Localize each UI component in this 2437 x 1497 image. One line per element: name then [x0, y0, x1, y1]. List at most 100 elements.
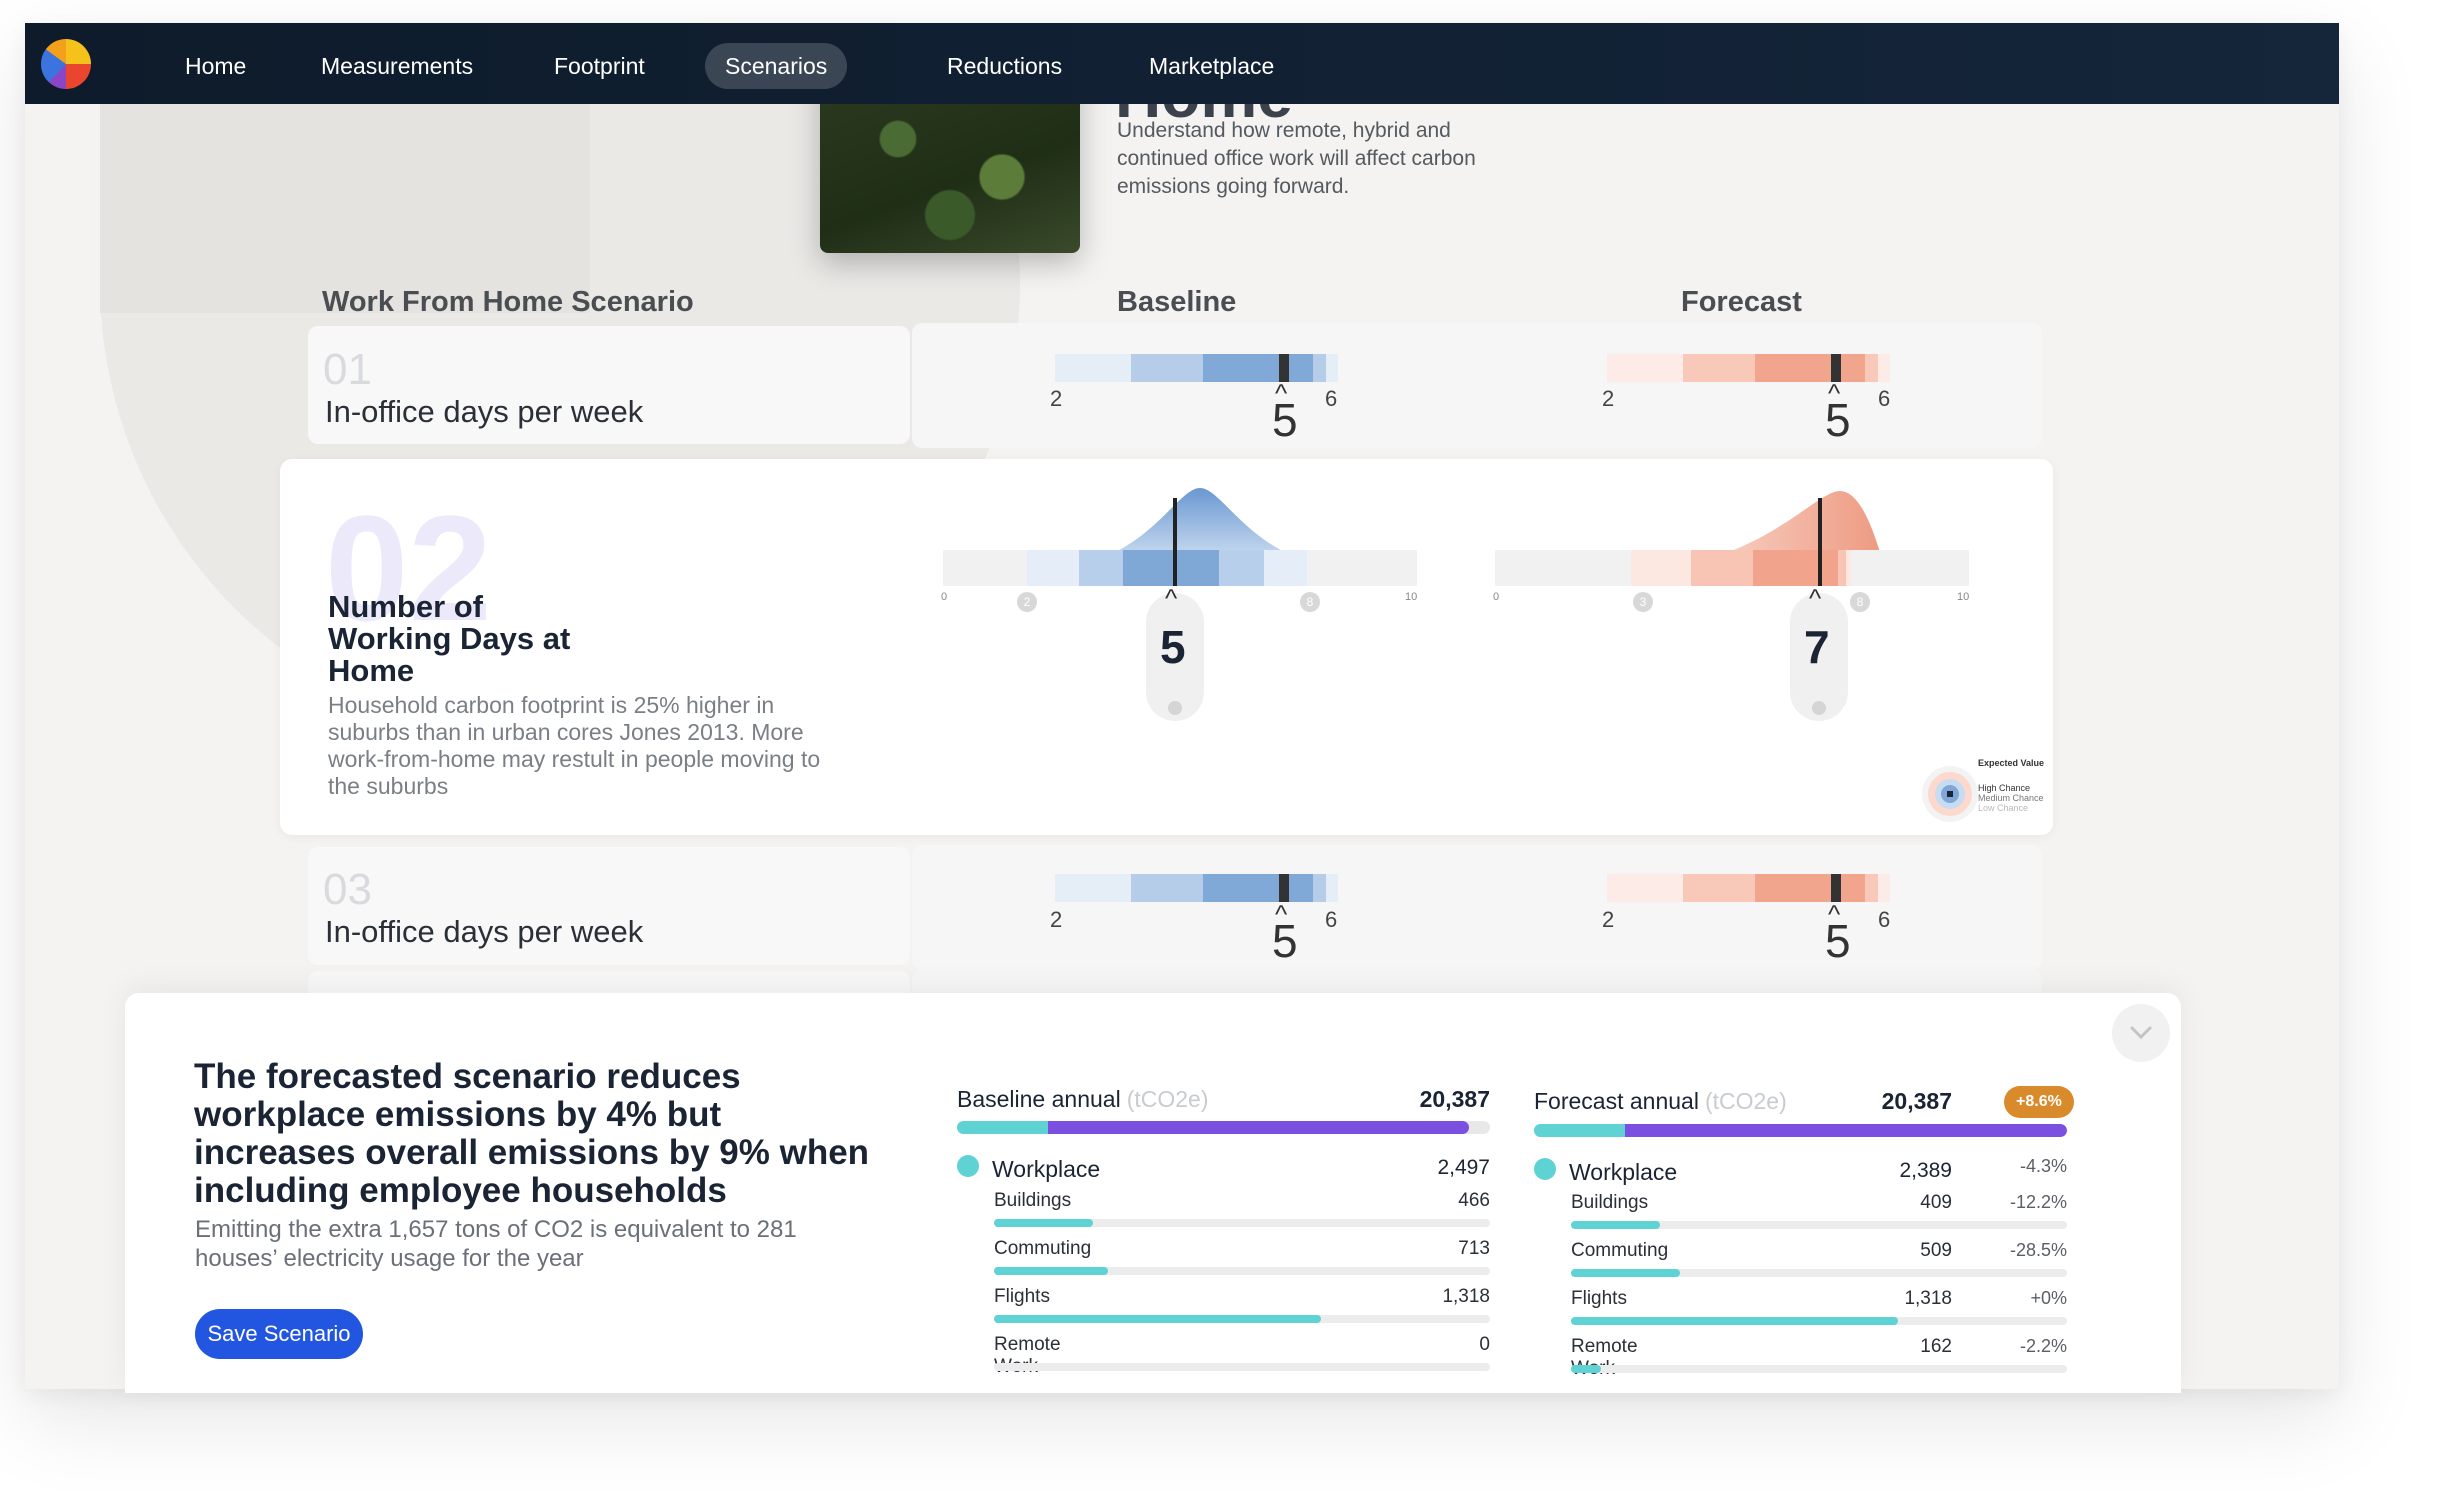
breakdown-fill [1571, 1221, 1661, 1229]
forecast-annual-total: 20,387 [1881, 1088, 1952, 1114]
row-number: 03 [323, 865, 372, 914]
baseline-range-bar[interactable] [1055, 874, 1338, 902]
breakdown-delta: -12.2% [2009, 1192, 2067, 1212]
page-description: Understand how remote, hybrid and contin… [1117, 119, 1476, 198]
baseline-total-bar [957, 1121, 1490, 1134]
caret-up-icon: ^ [1828, 899, 1841, 929]
forecast-range-bar[interactable] [1607, 354, 1890, 382]
workplace-value: 2,389 [1899, 1159, 1952, 1182]
breakdown-bar [994, 1219, 1490, 1227]
household-share-bar [1624, 1124, 2067, 1137]
scenario-row-values [912, 845, 2042, 970]
forecast-annual-title: Forecast annual [1534, 1088, 1699, 1114]
chevron-down-icon [2130, 1026, 2152, 1040]
breakdown-value: 466 [1458, 1190, 1490, 1211]
forecast-value: 5 [1825, 915, 1851, 967]
slider-handle-dot [1168, 701, 1182, 715]
baseline-min: 2 [1050, 907, 1063, 932]
workplace-value: 2,497 [1437, 1156, 1490, 1179]
breakdown-label: Remote Work [1571, 1336, 1638, 1379]
nav-measurements[interactable]: Measurements [321, 53, 474, 79]
forecast-expected-marker [1831, 354, 1841, 382]
breakdown-fill [1571, 1365, 1601, 1373]
summary-panel [125, 993, 2181, 1393]
caret-up-icon: ^ [1828, 378, 1841, 408]
baseline-range-bar[interactable] [1055, 354, 1338, 382]
breakdown-delta: -28.5% [2009, 1240, 2067, 1260]
scenario-row-card[interactable] [308, 326, 910, 444]
baseline-featured-value: 5 [1160, 621, 1186, 673]
breakdown-bar [994, 1267, 1490, 1275]
forecast-column-header: Forecast [1681, 286, 1802, 318]
breakdown-bar [1571, 1221, 2067, 1229]
legend-low: Low Chance [1978, 803, 2029, 813]
breakdown-value: 162 [1920, 1336, 1952, 1357]
featured-number: 02 [325, 484, 492, 652]
caret-up-icon: ^ [1165, 583, 1178, 613]
breakdown-delta: -2.2% [2019, 1336, 2067, 1356]
breakdown-label: Flights [1571, 1288, 1627, 1309]
breakdown-label: Commuting [1571, 1240, 1669, 1261]
caret-up-icon: ^ [1809, 583, 1822, 613]
forecast-value-slider[interactable] [1790, 593, 1848, 721]
forecast-featured-value: 7 [1804, 621, 1830, 673]
nav-footprint[interactable]: Footprint [554, 53, 645, 79]
baseline-distribution-track[interactable] [943, 550, 1417, 586]
workplace-dot-icon [1534, 1158, 1556, 1180]
baseline-high-handle[interactable]: 8 [1300, 592, 1320, 612]
scenario-row-values [912, 323, 2042, 448]
breakdown-value: 409 [1920, 1192, 1952, 1213]
forecast-max: 6 [1878, 907, 1891, 932]
baseline-low-handle[interactable]: 2 [1017, 592, 1037, 612]
breakdown-fill [1571, 1317, 1899, 1325]
nav-home[interactable]: Home [185, 53, 247, 79]
slider-handle-dot [1812, 701, 1826, 715]
household-share-bar [1047, 1121, 1469, 1134]
baseline-distribution-curve [1045, 488, 1345, 568]
baseline-expected-marker [1279, 874, 1289, 902]
legend-rings-icon [1922, 766, 1978, 822]
workplace-label: Workplace [1569, 1159, 1678, 1185]
baseline-annual-header: Baseline annual (tCO2e) [957, 1086, 1208, 1113]
scenario-column-header: Work From Home Scenario [322, 286, 694, 318]
nav-scenarios[interactable]: Scenarios [705, 43, 848, 89]
save-scenario-button[interactable]: Save Scenario [195, 1309, 363, 1359]
scenario-row-card[interactable] [308, 847, 910, 965]
summary-headline: The forecasted scenario reduces workplac… [194, 1057, 870, 1210]
breakdown-fill [994, 1219, 1094, 1227]
top-nav: Home Measurements Footprint Scenarios Re… [25, 23, 2339, 104]
chance-legend: Expected Value High Chance Medium Chance… [1920, 758, 2050, 828]
breakdown-bar [1571, 1365, 2067, 1373]
baseline-value: 5 [1272, 394, 1298, 446]
forecast-min: 2 [1602, 386, 1615, 411]
forecast-range-bar[interactable] [1607, 874, 1890, 902]
baseline-expected-marker [1279, 354, 1289, 382]
featured-title: Number of Working Days at Home [328, 589, 571, 688]
forecast-high-handle[interactable]: 8 [1850, 592, 1870, 612]
logo-icon[interactable] [41, 39, 91, 89]
change-badge: +8.6% [2004, 1086, 2074, 1118]
nav-marketplace[interactable]: Marketplace [1149, 53, 1275, 79]
collapse-panel-button[interactable] [2112, 1004, 2170, 1062]
breakdown-value: 1,318 [1904, 1288, 1952, 1309]
breakdown-bar [994, 1363, 1490, 1371]
nav-reductions[interactable]: Reductions [947, 53, 1063, 79]
caret-up-icon: ^ [1275, 378, 1288, 408]
breakdown-fill [994, 1267, 1109, 1275]
forecast-min: 2 [1602, 907, 1615, 932]
forecast-annual-header: Forecast annual (tCO2e) [1534, 1088, 1787, 1115]
breakdown-label: Buildings [1571, 1192, 1649, 1213]
baseline-max: 6 [1325, 907, 1338, 932]
legend-medium: Medium Chance [1978, 793, 2044, 803]
breakdown-bar [994, 1315, 1490, 1323]
forecast-low-handle[interactable]: 3 [1633, 592, 1653, 612]
legend-expected: Expected Value [1978, 758, 2045, 768]
breakdown-value: 713 [1458, 1238, 1490, 1259]
forecast-distribution-track[interactable] [1495, 550, 1969, 586]
row-number: 01 [323, 345, 372, 394]
summary-subtext: Emitting the extra 1,657 tons of CO2 is … [195, 1216, 797, 1272]
baseline-value-slider[interactable] [1146, 593, 1204, 721]
featured-description: Household carbon footprint is 25% higher… [328, 692, 821, 799]
workplace-dot-icon [957, 1155, 979, 1177]
breakdown-fill [994, 1315, 1322, 1323]
